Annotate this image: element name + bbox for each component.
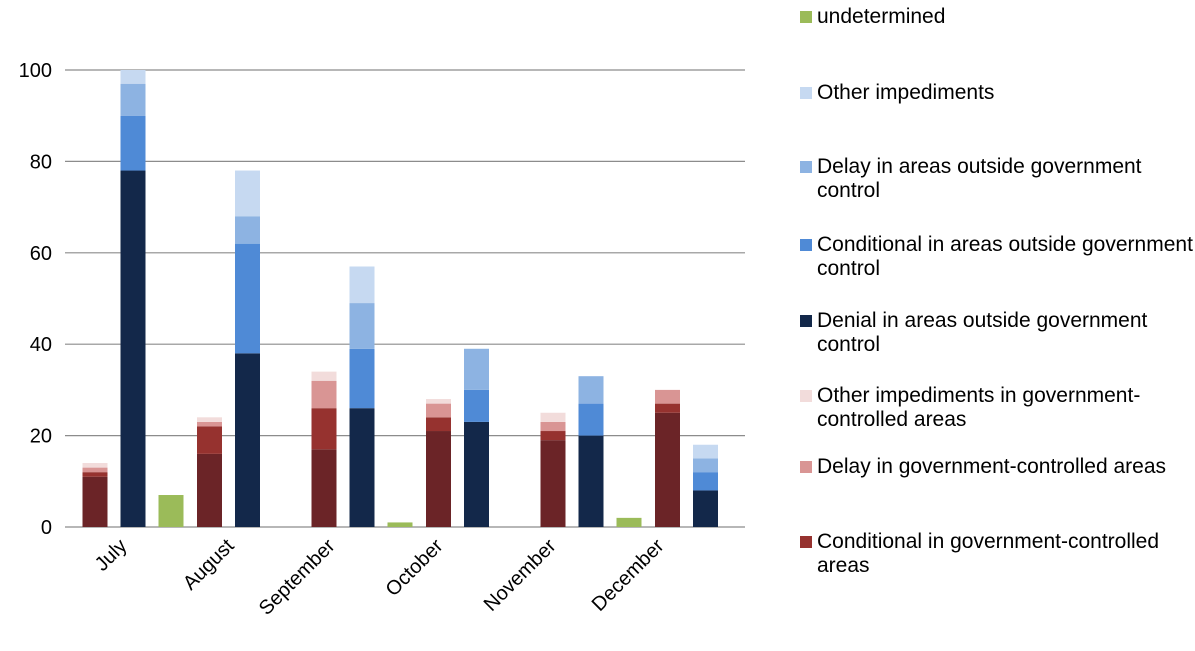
bar-segment [197,421,222,427]
bar-segment [349,266,375,304]
bar-segment [235,243,260,354]
x-tick-label: October [382,535,448,601]
bar-segment [235,216,260,244]
bar-segment [464,348,489,390]
bar-segment [464,389,489,422]
x-tick-label: November [480,535,561,616]
legend-swatch [800,11,812,23]
bar-segment [387,522,413,527]
x-tick-label: December [588,535,669,616]
legend-label: Other impediments in government-controll… [817,384,1141,431]
legend-swatch [800,87,812,99]
bar-segment [655,403,680,413]
bar-segment [540,440,566,527]
bar-segment [693,490,718,527]
bar-segment [578,435,604,527]
legend-swatch [800,461,812,473]
bar-segment [235,170,260,217]
bar-segment [464,421,489,527]
bar-segment [349,348,375,409]
bar-segment [82,472,108,477]
bars [82,70,718,528]
legend-label: Denial in areas outside government contr… [817,309,1148,356]
bar-segment [426,399,451,404]
y-tick-label: 80 [30,151,52,173]
bar-segment [655,389,680,404]
y-axis-tick-labels: 0 20 40 60 80 100 [19,60,52,539]
legend-item: Conditional in government-controlled are… [800,530,1195,578]
bar-segment [349,303,375,349]
bar-segment [540,412,566,422]
bar-segment [693,444,718,459]
legend-item: Delay in government-controlled areas [800,455,1166,479]
bar-segment [82,463,108,468]
legend-label: undetermined [817,5,946,28]
y-tick-label: 60 [30,243,52,265]
x-tick-label: August [179,535,239,595]
bar-segment [120,83,146,116]
bar-segment [655,412,680,527]
bar-segment [311,371,337,381]
bar-segment [82,467,108,473]
gridlines [65,69,745,528]
x-axis-tick-labels: July August September October November Decemb… [91,535,669,620]
bar-segment [197,417,222,422]
bar-segment [197,426,222,454]
bar-segment [311,449,337,527]
legend-item: Other impediments [800,81,994,105]
y-tick-label: 40 [30,334,52,356]
bar-segment [540,421,566,432]
bar-segment [120,70,146,84]
y-tick-label: 100 [19,60,52,82]
legend-item: undetermined [800,5,945,29]
legend-label: Conditional in areas outside government … [817,233,1193,280]
legend-item: Delay in areas outside government contro… [800,155,1195,203]
legend-item: Other impediments in government-controll… [800,384,1195,432]
x-tick-label: July [91,535,132,576]
bar-segment [616,517,642,527]
bar-segment [540,431,566,441]
x-tick-label: September [255,535,340,620]
legend-label: Delay in areas outside government contro… [817,155,1142,202]
bar-segment [82,476,108,527]
bar-segment [693,458,718,473]
y-tick-label: 0 [41,517,52,539]
bar-segment [197,453,222,527]
bar-segment [311,380,337,409]
legend-swatch [800,390,812,402]
legend-item: Denial in areas outside government contr… [800,309,1195,357]
bar-segment [235,353,260,527]
legend-swatch [800,536,812,548]
bar-segment [426,403,451,418]
bar-segment [349,408,375,527]
legend-item: Conditional in areas outside government … [800,233,1195,281]
bar-segment [578,376,604,404]
y-tick-label: 20 [30,426,52,448]
bar-segment [426,431,451,527]
bar-segment [120,170,146,528]
legend-swatch [800,161,812,173]
legend-label: Other impediments [817,81,995,104]
bar-segment [158,495,184,527]
legend-swatch [800,315,812,327]
stacked-bar-chart: 0 20 40 60 80 100 July August September October N… [19,60,745,620]
bar-segment [311,408,337,450]
bar-segment [693,472,718,491]
legend-label: Conditional in government-controlled are… [817,530,1160,577]
bar-segment [120,115,146,171]
bar-segment [426,417,451,432]
legend-label: Delay in government-controlled areas [817,455,1167,478]
bar-segment [578,403,604,436]
legend-swatch [800,239,812,251]
